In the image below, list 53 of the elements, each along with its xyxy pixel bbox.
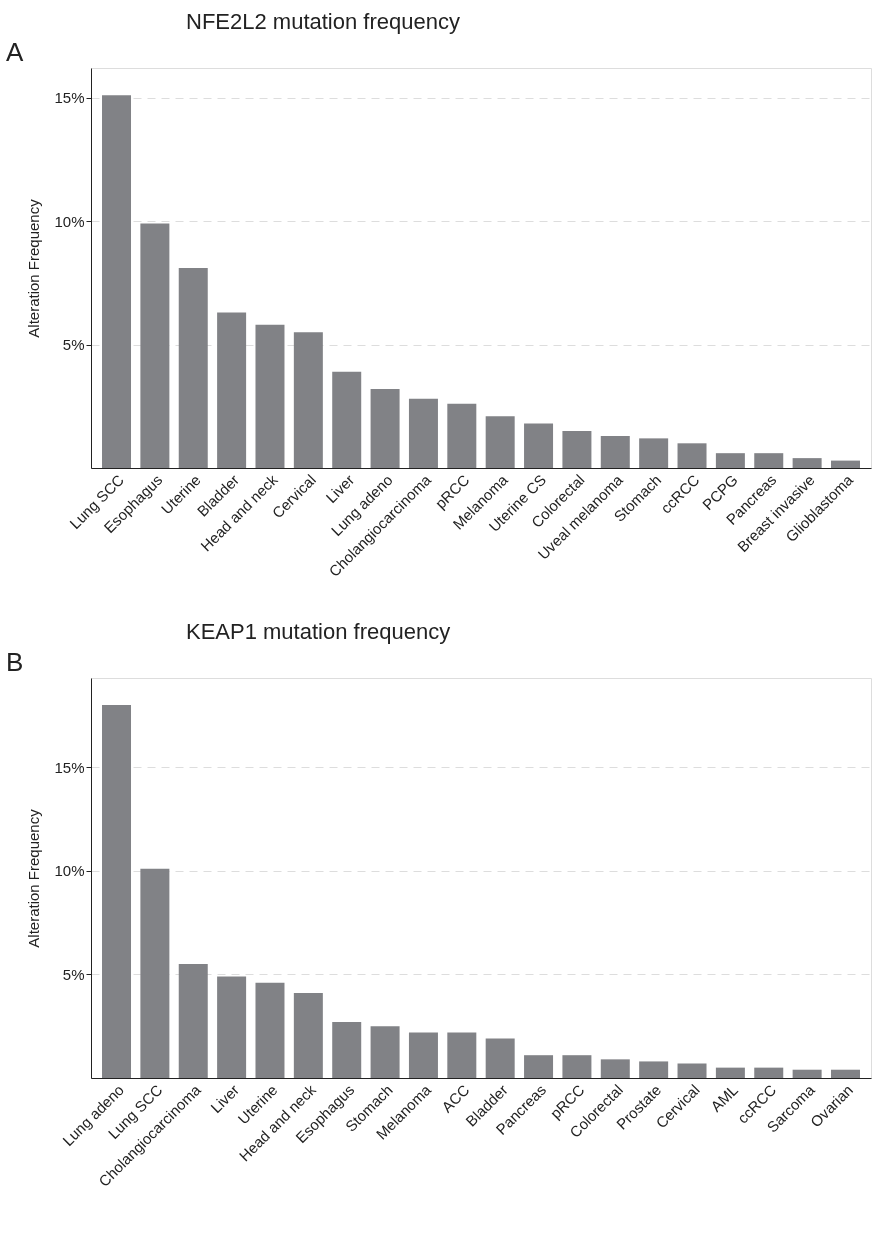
bar bbox=[600, 435, 630, 468]
bar bbox=[677, 1063, 707, 1078]
chart-title: KEAP1 mutation frequency bbox=[186, 619, 451, 644]
bar bbox=[754, 1067, 784, 1078]
bar bbox=[754, 453, 784, 468]
bar bbox=[255, 982, 285, 1078]
bar bbox=[332, 1022, 362, 1078]
bar bbox=[562, 1055, 592, 1078]
bar bbox=[485, 416, 515, 468]
bar bbox=[792, 458, 822, 468]
y-tick-label: 15% bbox=[54, 89, 85, 107]
bar bbox=[485, 1038, 515, 1078]
bar bbox=[217, 976, 247, 1078]
bar bbox=[639, 1061, 669, 1078]
bar bbox=[140, 868, 170, 1078]
y-axis-title: Alteration Frequency bbox=[25, 198, 43, 338]
bar bbox=[102, 95, 132, 468]
bar bbox=[332, 371, 362, 468]
bar bbox=[562, 430, 592, 468]
bar bbox=[217, 312, 247, 468]
bar bbox=[447, 403, 477, 468]
bar bbox=[370, 1026, 400, 1078]
text: B bbox=[6, 647, 24, 677]
bar bbox=[524, 1055, 554, 1078]
bar bbox=[524, 423, 554, 468]
bar bbox=[600, 1059, 630, 1078]
y-axis-title: Alteration Frequency bbox=[25, 808, 43, 948]
chart-title: NFE2L2 mutation frequency bbox=[186, 9, 460, 34]
y-tick-label: 10% bbox=[54, 212, 85, 230]
bar bbox=[178, 268, 208, 468]
bar bbox=[715, 1067, 745, 1078]
y-tick-label: 5% bbox=[62, 336, 85, 354]
text: A bbox=[6, 37, 24, 67]
bar bbox=[370, 388, 400, 468]
bar bbox=[293, 993, 323, 1078]
bar bbox=[677, 443, 707, 468]
y-tick-label: 10% bbox=[54, 862, 85, 880]
bar bbox=[447, 1032, 477, 1078]
bar bbox=[255, 324, 285, 468]
y-tick-label: 15% bbox=[54, 758, 85, 776]
bar bbox=[830, 1069, 860, 1078]
bar bbox=[792, 1069, 822, 1078]
bar bbox=[102, 704, 132, 1078]
bar bbox=[178, 964, 208, 1078]
bar bbox=[408, 1032, 438, 1078]
bar bbox=[293, 332, 323, 468]
bar bbox=[140, 223, 170, 468]
bar bbox=[830, 460, 860, 468]
x-tick-label: AML bbox=[707, 1081, 741, 1115]
bar bbox=[408, 398, 438, 468]
bar bbox=[715, 453, 745, 468]
bar bbox=[639, 438, 669, 468]
y-tick-label: 5% bbox=[62, 965, 85, 983]
